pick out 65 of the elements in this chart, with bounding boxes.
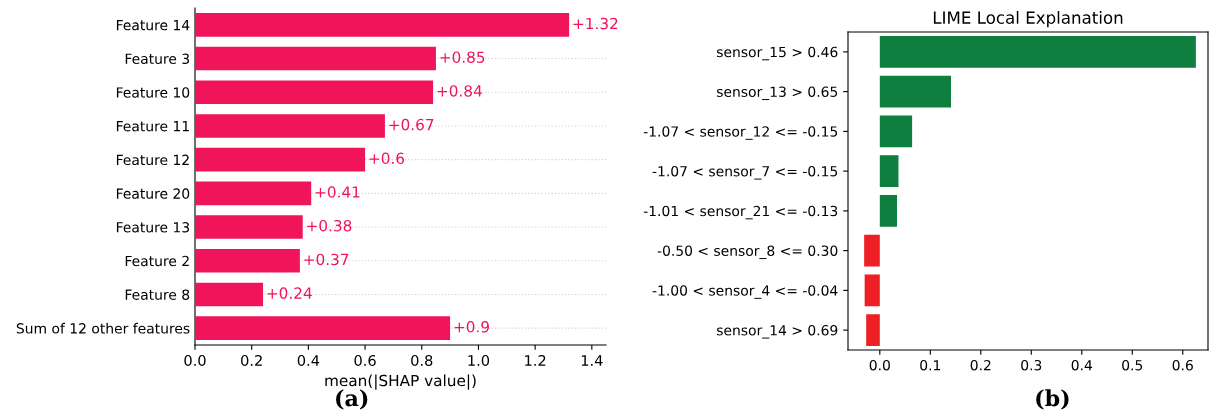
x-tick-label: 0.1: [920, 359, 941, 371]
bar: [195, 46, 436, 71]
x-tick-label: 0.6: [1172, 359, 1193, 371]
data-label: +0.67: [389, 118, 434, 131]
bar: [879, 194, 897, 227]
bar: [195, 316, 451, 340]
bar: [195, 181, 312, 206]
y-tick-label: -1.01 < sensor_21 <= -0.13: [643, 205, 838, 220]
x-tick-label: 0.0: [184, 354, 206, 367]
bar: [879, 75, 951, 108]
bar: [195, 147, 366, 172]
data-label: +0.85: [440, 51, 485, 63]
y-tick-label: -1.00 < sensor_4 <= -0.04: [652, 285, 838, 299]
x-tick-label: 1.4: [581, 355, 603, 366]
bar: [195, 215, 303, 239]
data-label: +0.9: [454, 321, 489, 333]
x-tick-label: 0.3: [1021, 359, 1042, 371]
y-tick-label: Feature 11: [116, 121, 189, 132]
bar: [864, 234, 880, 267]
chart-title: LIME Local Explanation: [933, 11, 1123, 28]
bar: [195, 248, 300, 273]
y-tick-label: sensor_13 > 0.65: [717, 86, 838, 101]
data-label: +0.38: [307, 219, 352, 232]
x-tick-label: 0.2: [241, 354, 262, 367]
bar: [866, 314, 880, 347]
x-tick-label: 0.2: [970, 359, 991, 371]
x-tick-label: 0.6: [354, 354, 376, 367]
y-tick-label: -1.07 < sensor_12 <= -0.15: [643, 126, 838, 140]
data-label: +0.37: [304, 253, 349, 266]
y-tick-label: -1.07 < sensor_7 <= -0.15: [652, 165, 838, 180]
y-tick-label: Feature 13: [116, 222, 190, 233]
data-label: +0.41: [315, 186, 360, 198]
y-tick-label: -0.50 < sensor_8 <= 0.30: [657, 245, 838, 260]
x-tick-label: 1.0: [468, 354, 490, 367]
x-tick-label: 0.4: [1071, 359, 1093, 371]
y-tick-label: Feature 3: [125, 53, 190, 65]
bar: [879, 155, 899, 188]
bar: [195, 13, 570, 37]
y-tick-label: Feature 10: [116, 87, 190, 98]
bar: [195, 114, 385, 138]
data-label: +0.84: [437, 85, 482, 97]
text: (a): [336, 389, 368, 410]
y-tick-label: Sum of 12 other features: [16, 322, 190, 334]
data-label: +1.32: [573, 17, 618, 30]
x-tick-label: 0.4: [297, 354, 320, 367]
y-tick-label: Feature 12: [116, 154, 189, 166]
data-label: +0.24: [267, 287, 312, 299]
y-tick-label: Feature 20: [116, 188, 190, 199]
y-tick-label: sensor_15 > 0.46: [717, 46, 838, 61]
y-tick-label: sensor_14 > 0.69: [717, 324, 838, 339]
x-tick-label: 0.0: [869, 359, 890, 371]
y-tick-label: Feature 8: [125, 289, 190, 300]
bar: [879, 115, 913, 148]
bar: [864, 274, 880, 307]
bar: [879, 35, 1196, 68]
x-tick-label: 0.8: [411, 354, 433, 367]
x-tick-label: 1.2: [525, 354, 546, 366]
data-label: +0.6: [369, 152, 405, 165]
y-tick-label: Feature 2: [125, 255, 189, 267]
x-axis-title: mean(|SHAP value|): [325, 374, 476, 390]
y-tick-label: Feature 14: [116, 20, 190, 31]
bar: [195, 80, 434, 105]
x-tick-label: 0.5: [1122, 359, 1143, 371]
bar: [195, 282, 264, 307]
text: (b): [1036, 389, 1069, 410]
